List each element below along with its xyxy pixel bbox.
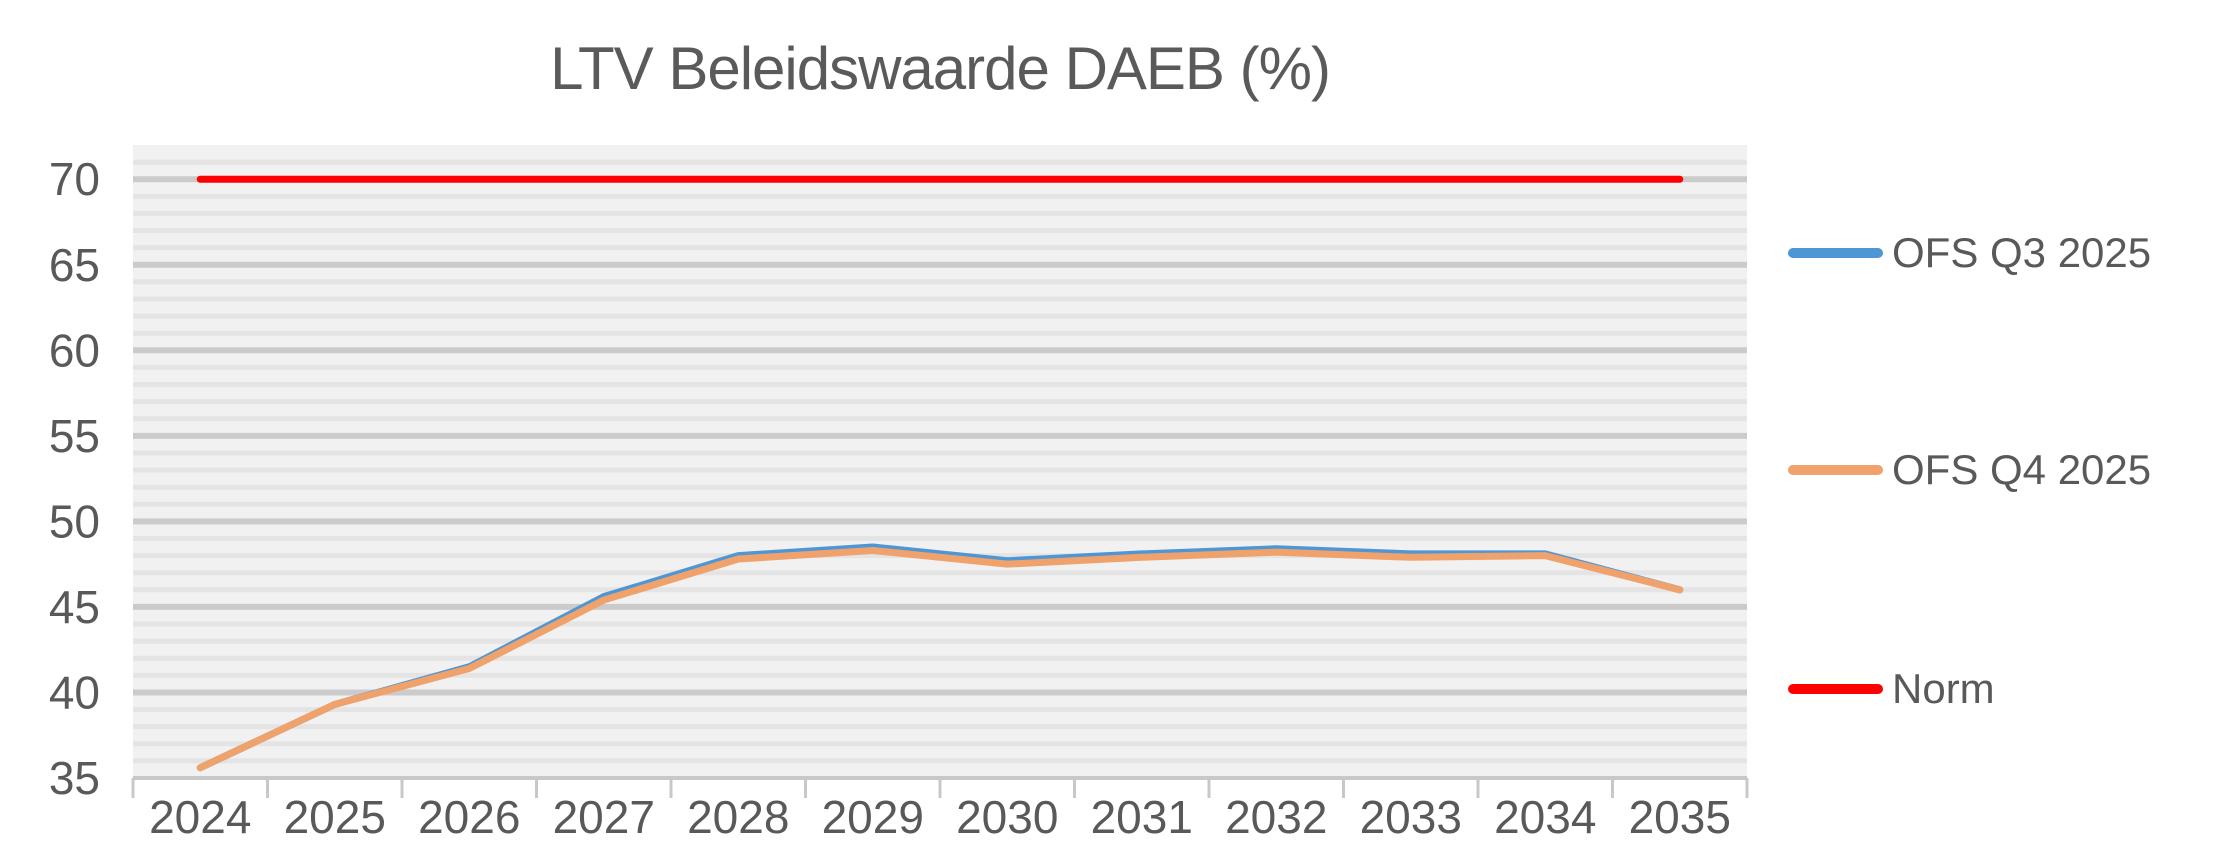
y-axis-label: 65 [49, 239, 100, 291]
legend-line-icon [1788, 465, 1883, 475]
legend-item-norm: Norm [1772, 663, 1995, 715]
x-axis-label: 2028 [687, 791, 789, 842]
x-axis-label: 2033 [1360, 791, 1462, 842]
legend-line-icon [1788, 248, 1883, 258]
y-axis-label: 45 [49, 581, 100, 633]
legend: OFS Q3 2025 OFS Q4 2025 Norm [1772, 0, 2217, 842]
legend-line-icon [1788, 684, 1883, 694]
plot-background [133, 145, 1747, 778]
y-axis-label: 60 [49, 324, 100, 376]
legend-item-ofs-q3-2025: OFS Q3 2025 [1772, 227, 2151, 279]
y-axis-label: 55 [49, 410, 100, 462]
legend-item-ofs-q4-2025: OFS Q4 2025 [1772, 444, 2151, 496]
x-axis-label: 2025 [284, 791, 386, 842]
x-axis-label: 2027 [553, 791, 655, 842]
x-axis-label: 2035 [1629, 791, 1731, 842]
y-axis-label: 35 [49, 752, 100, 804]
y-axis-label: 70 [49, 153, 100, 205]
x-axis-label: 2032 [1225, 791, 1327, 842]
x-axis-label: 2031 [1091, 791, 1193, 842]
x-axis-label: 2026 [418, 791, 520, 842]
legend-label: Norm [1892, 665, 1995, 712]
x-axis-label: 2034 [1494, 791, 1596, 842]
legend-label: OFS Q3 2025 [1892, 229, 2152, 276]
legend-label: OFS Q4 2025 [1892, 446, 2152, 493]
x-axis-label: 2029 [822, 791, 924, 842]
y-axis-label: 50 [49, 495, 100, 547]
chart-title: LTV Beleidswaarde DAEB (%) [550, 35, 1331, 102]
y-axis-label: 40 [49, 666, 100, 718]
x-axis-label: 2030 [956, 791, 1058, 842]
x-axis-label: 2024 [149, 791, 251, 842]
series-line-ofs-q4-2025 [196, 546, 1684, 772]
